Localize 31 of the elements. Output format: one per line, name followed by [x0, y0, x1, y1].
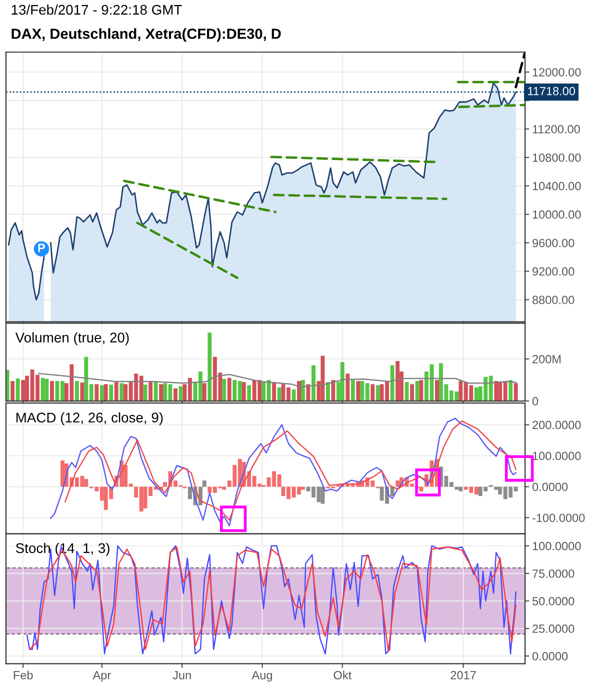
text: 13/Feb/2017 - 9:22:18 GMT: [12, 4, 182, 15]
text: Volumen (true, 20): [15, 332, 129, 346]
y-tick-label: 10000.00: [532, 210, 581, 219]
x-tick-label: Jun: [172, 671, 191, 680]
y-tick-label: 11200.00: [532, 125, 580, 134]
x-tick-label: Apr: [92, 671, 111, 682]
y-tick-label: 0.0000: [532, 652, 568, 660]
x-tick-label: Aug: [252, 671, 272, 682]
y-tick-label: -100.0000: [532, 514, 585, 522]
y-tick-label: 9600.00: [532, 238, 574, 248]
y-tick-label: 12000.00: [532, 68, 581, 76]
y-tick-label: 0.0000: [532, 482, 568, 492]
y-tick-label: 10400.00: [532, 182, 581, 190]
y-tick-label: 100.0000: [532, 452, 581, 460]
y-tick-label: 8800.00: [532, 296, 574, 304]
y-tick-label: 0: [532, 397, 538, 406]
chart-title: DAX, Deutschland, Xetra(CFD):DE30, D: [12, 28, 281, 42]
y-tick-label: 200.0000: [532, 420, 581, 430]
x-tick-label: Feb: [14, 670, 33, 680]
y-tick-label: 200M: [532, 354, 561, 364]
y-tick-label: 10800.00: [532, 153, 581, 162]
ref-line-label: 11718.00: [528, 86, 576, 96]
y-tick-label: 100.0000: [532, 542, 581, 550]
y-tick-label: 75.0000: [532, 569, 574, 578]
y-tick-label: 25.0000: [532, 624, 574, 633]
x-tick-label: Okt: [334, 670, 352, 680]
y-tick-label: 9200.00: [532, 267, 574, 276]
text: MACD (12, 26, close, 9): [16, 412, 163, 426]
y-tick-label: 50.0000: [532, 596, 574, 606]
x-tick-label: 2017: [450, 670, 476, 680]
annotation: P: [38, 244, 45, 252]
